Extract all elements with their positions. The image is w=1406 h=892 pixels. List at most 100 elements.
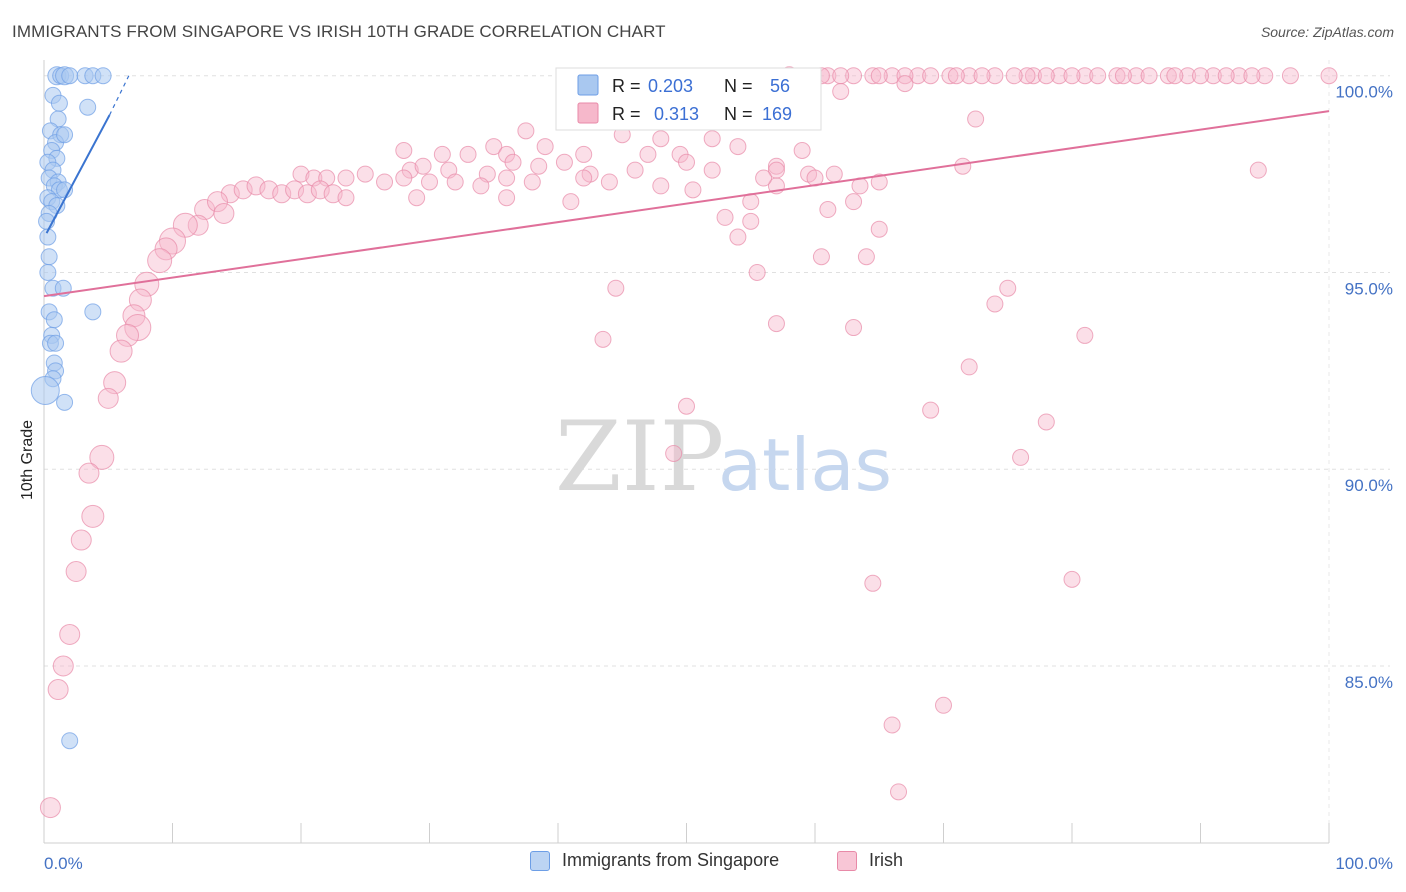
point-irish (883, 67, 901, 85)
point-irish (678, 397, 695, 415)
point-singapore (40, 248, 58, 266)
point-irish (395, 141, 413, 159)
point-singapore (94, 67, 112, 85)
point-irish (446, 173, 464, 191)
x-tick-label: 0.0% (44, 854, 83, 873)
point-irish (128, 288, 152, 312)
point-irish (1204, 67, 1222, 85)
point-irish (748, 263, 766, 281)
legend-r-label-singapore: R = (612, 76, 641, 96)
point-irish (1012, 448, 1030, 466)
point-irish (337, 169, 355, 187)
point-irish (259, 180, 279, 200)
point-irish (504, 153, 522, 171)
point-irish (414, 157, 432, 175)
point-irish (213, 202, 235, 224)
point-irish (292, 165, 310, 183)
point-irish (1063, 570, 1081, 588)
point-irish (1159, 67, 1177, 85)
legend-r-label-irish: R = (612, 104, 641, 124)
point-irish (832, 67, 850, 85)
watermark-atlas: atlas (718, 423, 892, 507)
point-irish (986, 295, 1004, 313)
source-label: Source: ZipAtlas.com (1260, 24, 1394, 40)
point-irish (134, 271, 160, 297)
y-tick-label: 100.0% (1335, 83, 1393, 102)
point-irish (318, 169, 336, 187)
point-irish (767, 315, 785, 333)
point-irish (305, 169, 323, 187)
point-irish (678, 153, 695, 171)
point-irish (947, 67, 965, 85)
point-irish (485, 138, 503, 156)
point-irish (1320, 67, 1338, 85)
point-irish (864, 67, 882, 85)
point-irish (47, 679, 69, 701)
point-irish (1037, 413, 1055, 431)
point-irish (729, 228, 747, 246)
point-irish (1037, 67, 1055, 85)
point-irish (1140, 67, 1158, 85)
point-irish (310, 180, 330, 200)
point-irish (684, 181, 702, 199)
point-irish (626, 161, 644, 179)
point-singapore (79, 98, 97, 116)
point-irish (39, 797, 61, 819)
legend-r-value-singapore: 0.203 (648, 76, 693, 96)
point-irish (89, 444, 115, 470)
legend-n-value-singapore: 56 (770, 76, 790, 96)
point-irish (1089, 67, 1107, 85)
point-irish (999, 279, 1017, 297)
point-irish (1127, 67, 1145, 85)
point-irish (206, 191, 228, 213)
point-irish (960, 358, 978, 376)
point-irish (459, 145, 477, 163)
point-irish (703, 161, 721, 179)
point-irish (1108, 67, 1126, 85)
point-irish (825, 165, 843, 183)
y-axis-label: 10th Grade (19, 420, 36, 500)
y-tick-label: 90.0% (1345, 476, 1393, 495)
point-irish (896, 75, 914, 93)
point-irish (703, 130, 721, 148)
point-irish (433, 145, 451, 163)
point-irish (832, 82, 850, 100)
point-irish (376, 173, 394, 191)
x-tick-labels: 0.0% 100.0% (44, 854, 1393, 873)
point-singapore (61, 732, 79, 750)
point-irish (1166, 67, 1184, 85)
point-irish (594, 330, 612, 348)
legend-item-singapore: Immigrants from Singapore (530, 850, 779, 871)
point-irish (864, 574, 882, 592)
point-irish (967, 110, 985, 128)
legend-label: Irish (869, 850, 904, 870)
point-irish (1050, 67, 1068, 85)
point-irish (562, 193, 580, 211)
point-irish (1018, 67, 1036, 85)
point-singapore (30, 376, 60, 406)
point-irish (960, 67, 978, 85)
point-irish (233, 180, 253, 200)
point-irish (973, 67, 991, 85)
x-tick-label: 100.0% (1335, 854, 1393, 873)
point-irish (498, 169, 516, 187)
point-irish (729, 138, 747, 156)
point-irish (742, 212, 760, 230)
point-singapore (50, 94, 68, 112)
point-irish (78, 462, 100, 484)
point-irish (954, 157, 972, 175)
y-tick-labels: 100.0% 95.0% 90.0% 85.0% (1335, 83, 1393, 692)
point-irish (935, 696, 952, 714)
point-irish (1217, 67, 1235, 85)
point-irish (147, 248, 173, 274)
point-irish (870, 173, 888, 191)
point-irish (272, 184, 292, 204)
point-irish (890, 783, 908, 801)
legend-n-label-irish: N = (724, 104, 753, 124)
point-irish (922, 67, 940, 85)
legend-r-value-irish: 0.313 (654, 104, 699, 124)
point-irish (498, 189, 516, 207)
legend-n-label-singapore: N = (724, 76, 753, 96)
point-irish (922, 401, 940, 419)
